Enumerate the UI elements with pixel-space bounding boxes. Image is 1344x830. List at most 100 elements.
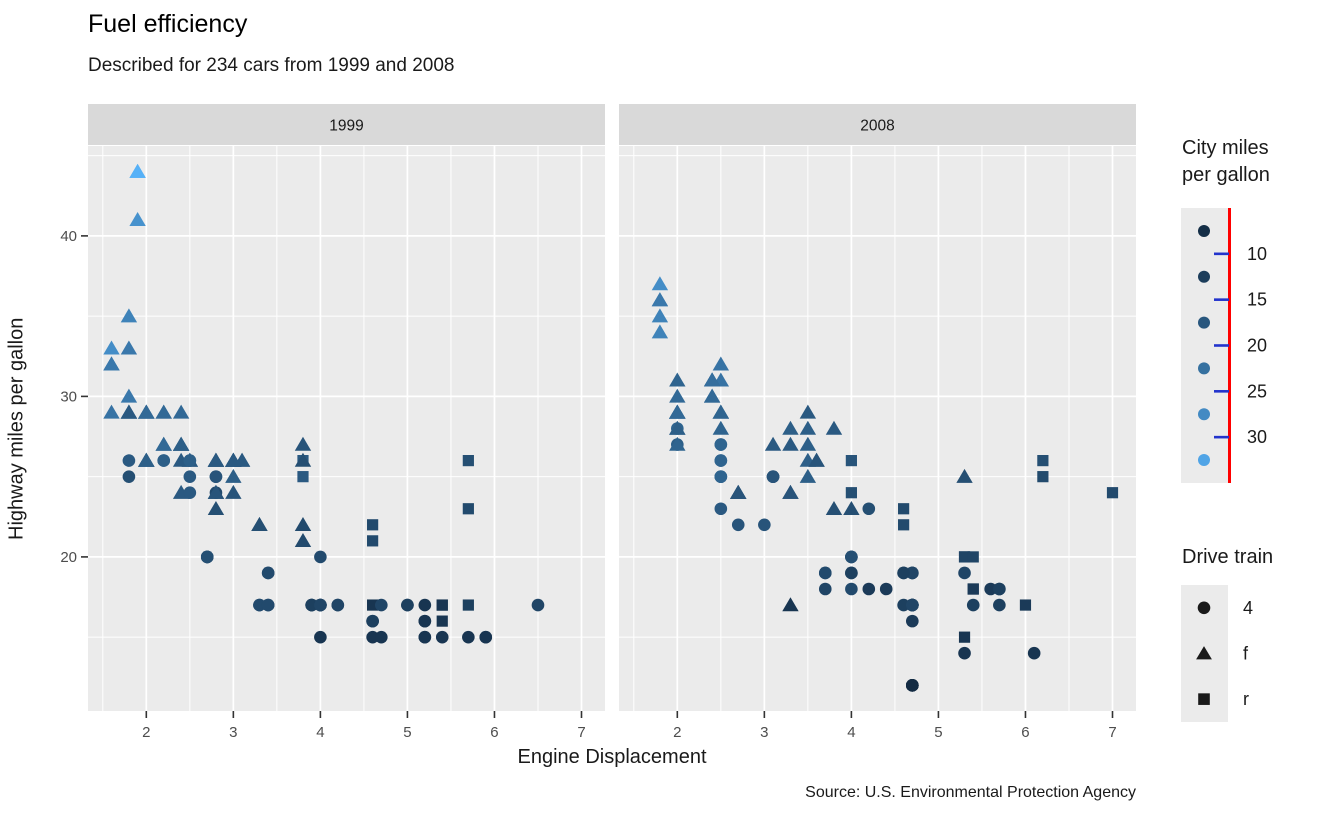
data-point bbox=[1027, 646, 1041, 660]
shape-legend-label: f bbox=[1243, 643, 1249, 663]
data-point bbox=[531, 598, 545, 612]
facet-strip-label: 1999 bbox=[329, 118, 363, 135]
data-point bbox=[669, 436, 686, 451]
data-point bbox=[766, 470, 780, 483]
data-point bbox=[958, 631, 971, 643]
data-point bbox=[993, 598, 1006, 612]
data-point bbox=[843, 500, 860, 515]
legend-circle-glyph bbox=[1197, 601, 1211, 615]
data-point bbox=[436, 615, 448, 627]
data-point bbox=[462, 599, 474, 611]
data-point bbox=[155, 436, 172, 451]
data-point bbox=[209, 470, 223, 483]
x-tick-label: 5 bbox=[403, 724, 411, 741]
data-point bbox=[138, 404, 155, 419]
data-point bbox=[764, 436, 782, 451]
color-legend-bin-dot bbox=[1198, 362, 1210, 375]
data-point bbox=[799, 404, 817, 419]
x-tick-label: 7 bbox=[577, 724, 585, 741]
data-point bbox=[845, 550, 858, 564]
data-point bbox=[956, 468, 973, 483]
facet-strip bbox=[619, 104, 1136, 145]
data-point bbox=[730, 484, 747, 499]
data-point bbox=[314, 550, 327, 564]
data-point bbox=[375, 598, 388, 612]
data-point bbox=[120, 404, 138, 419]
y-tick-label: 20 bbox=[60, 549, 77, 566]
data-point bbox=[207, 452, 225, 467]
data-point bbox=[714, 438, 728, 451]
data-point bbox=[103, 356, 120, 371]
data-point bbox=[898, 503, 910, 515]
data-point bbox=[703, 372, 721, 387]
data-point bbox=[782, 484, 799, 499]
data-point bbox=[651, 292, 669, 307]
data-point bbox=[120, 388, 138, 403]
data-point bbox=[120, 340, 138, 355]
data-point bbox=[435, 630, 449, 644]
data-point bbox=[375, 630, 388, 644]
data-point bbox=[366, 630, 379, 644]
x-tick-label: 3 bbox=[760, 724, 768, 741]
data-point bbox=[122, 470, 136, 483]
data-point bbox=[714, 470, 728, 483]
color-legend-tick-label: 20 bbox=[1247, 335, 1267, 355]
data-point bbox=[225, 468, 242, 483]
data-point bbox=[799, 468, 817, 483]
data-point bbox=[103, 404, 120, 419]
data-point bbox=[669, 372, 686, 387]
data-point bbox=[129, 163, 146, 178]
y-tick-label: 40 bbox=[60, 228, 77, 245]
data-point bbox=[251, 517, 268, 532]
panel bbox=[619, 146, 1136, 711]
data-point bbox=[714, 502, 728, 516]
data-point bbox=[669, 404, 686, 419]
data-point bbox=[294, 533, 312, 548]
shape-legend: 4 f r bbox=[1181, 585, 1344, 730]
data-point bbox=[261, 598, 275, 612]
data-point bbox=[314, 598, 327, 612]
data-point bbox=[958, 646, 971, 660]
data-point bbox=[651, 324, 669, 339]
data-point bbox=[1037, 455, 1049, 467]
color-legend-bin-dot bbox=[1198, 316, 1210, 329]
data-point bbox=[862, 582, 876, 596]
data-point bbox=[897, 598, 910, 612]
data-point bbox=[172, 404, 190, 419]
x-tick-label: 4 bbox=[847, 724, 855, 741]
data-point bbox=[984, 582, 997, 596]
data-point bbox=[669, 420, 686, 435]
data-point bbox=[183, 486, 197, 500]
color-legend-bin-dot bbox=[1198, 454, 1210, 466]
data-point bbox=[818, 566, 832, 580]
legend-triangle-glyph bbox=[1196, 646, 1212, 660]
data-point bbox=[799, 436, 817, 451]
data-point bbox=[207, 500, 225, 515]
x-tick-label: 6 bbox=[1021, 724, 1029, 741]
x-tick-label: 2 bbox=[142, 724, 150, 741]
data-point bbox=[825, 500, 843, 515]
data-point bbox=[712, 356, 730, 371]
data-point bbox=[294, 517, 312, 532]
shape-legend-label: 4 bbox=[1243, 598, 1253, 618]
color-legend-tick-label: 15 bbox=[1247, 290, 1267, 310]
data-point bbox=[207, 484, 225, 499]
data-point bbox=[1037, 471, 1049, 483]
data-point bbox=[966, 598, 980, 612]
data-point bbox=[261, 566, 275, 580]
data-point bbox=[845, 487, 857, 499]
panel bbox=[88, 146, 605, 711]
data-point bbox=[418, 630, 432, 644]
data-point bbox=[967, 551, 979, 563]
plot-title: Fuel efficiency bbox=[88, 10, 248, 38]
data-point bbox=[401, 598, 414, 612]
data-point bbox=[712, 404, 730, 419]
data-point bbox=[958, 551, 971, 563]
x-tick-label: 6 bbox=[490, 724, 498, 741]
color-legend-tick-label: 25 bbox=[1247, 381, 1267, 401]
data-point bbox=[172, 436, 190, 451]
data-point bbox=[897, 566, 910, 580]
data-point bbox=[799, 420, 817, 435]
data-point bbox=[906, 679, 919, 692]
